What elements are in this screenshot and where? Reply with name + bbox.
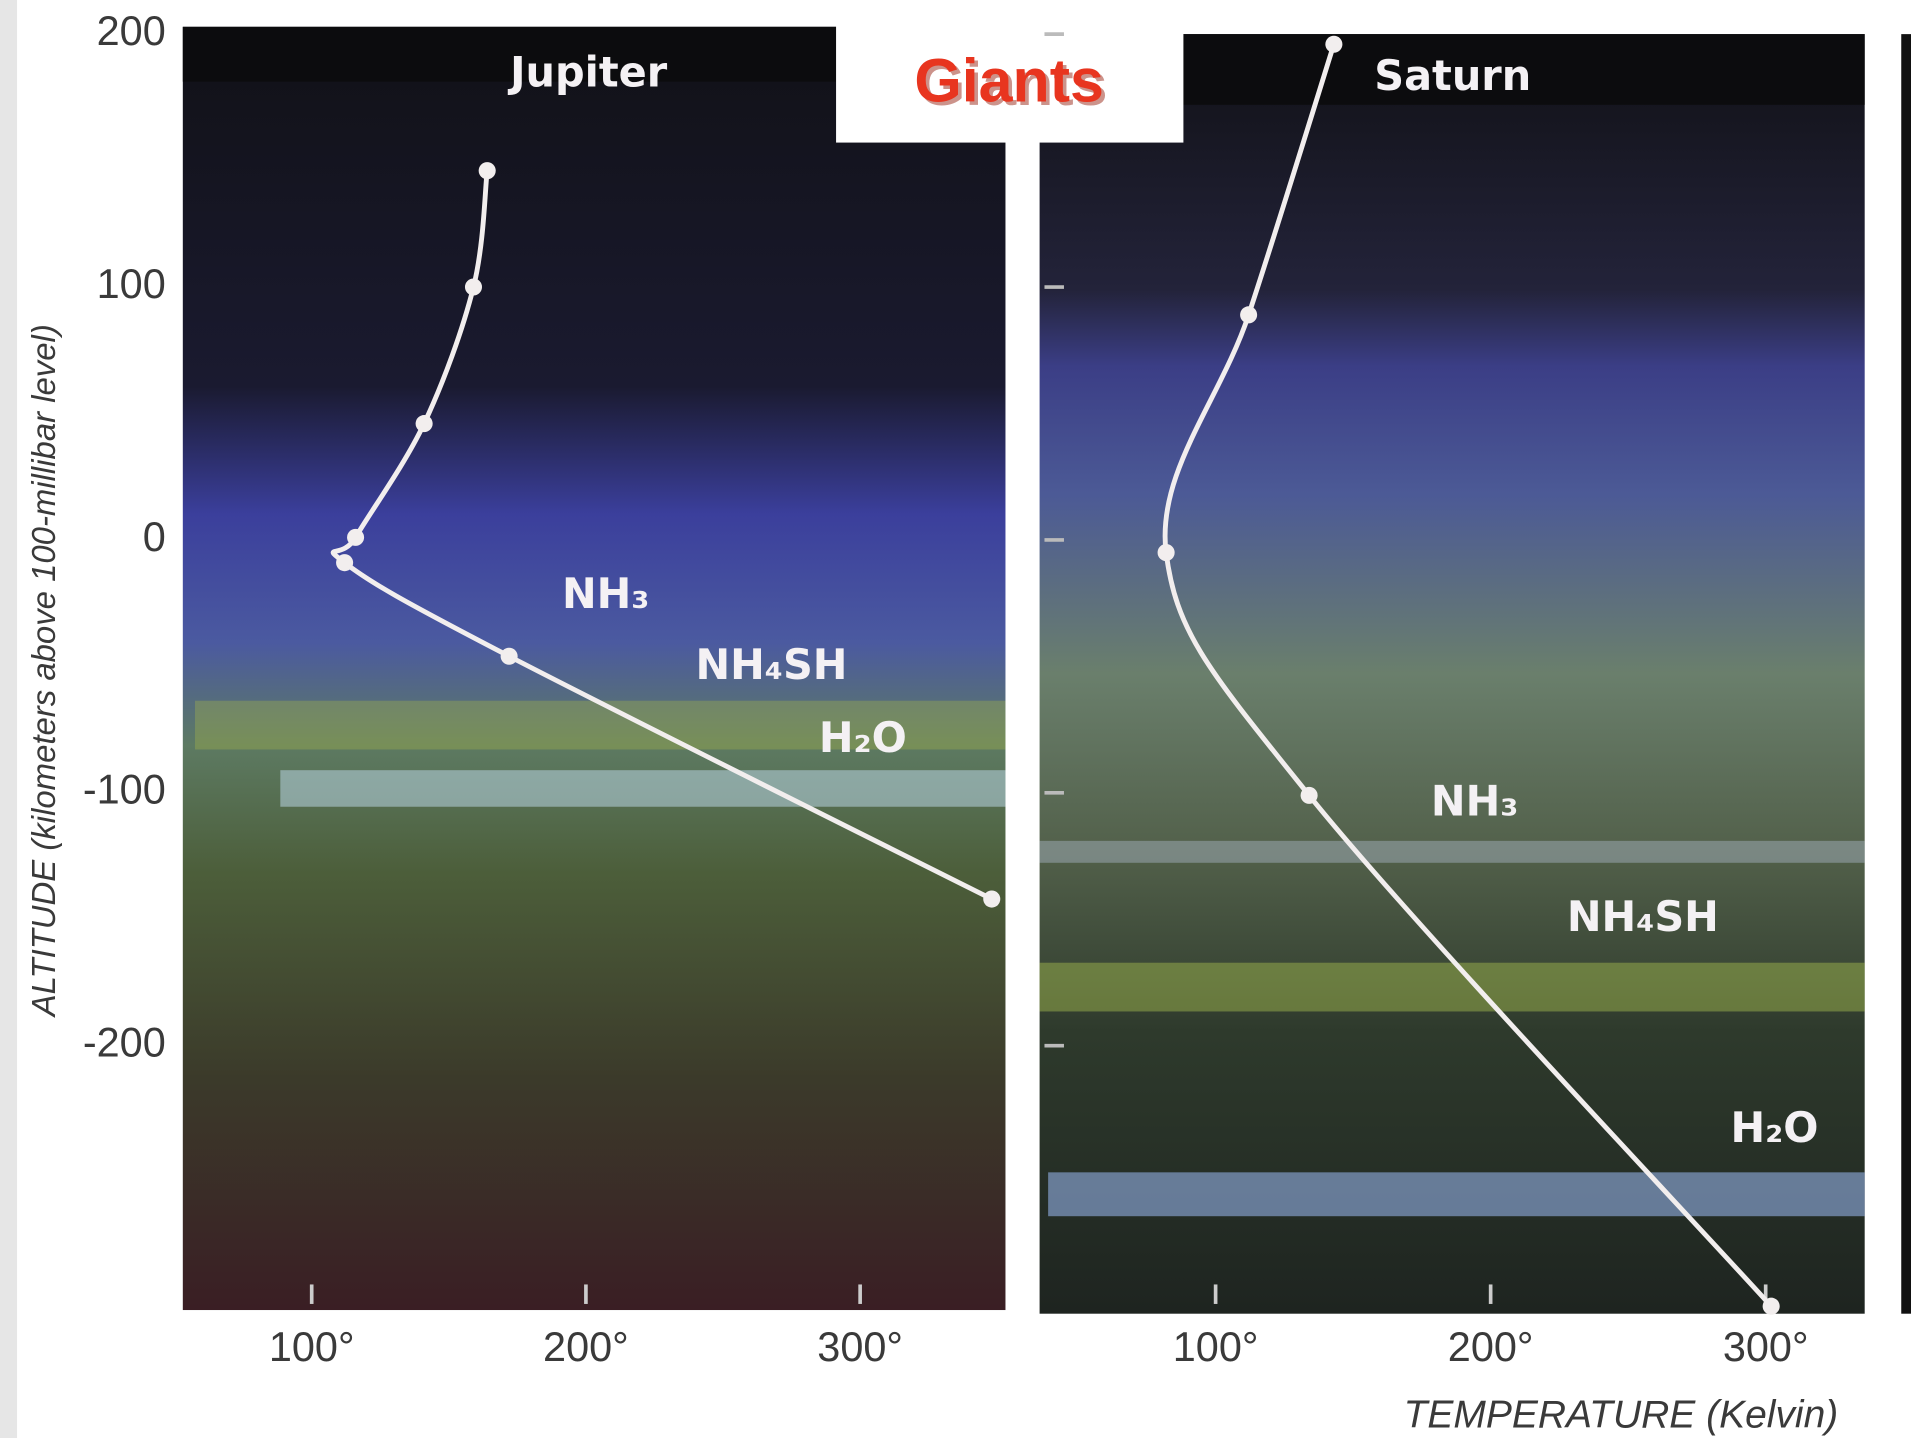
- y-tick-label: 0: [143, 513, 166, 560]
- data-point: [416, 415, 433, 432]
- next-panel-edge: [1901, 34, 1911, 1314]
- x-tick-label: 100°: [1173, 1323, 1259, 1370]
- data-point: [1325, 36, 1342, 53]
- data-point: [1158, 544, 1175, 561]
- data-point: [336, 554, 353, 571]
- cloud-label: NH₃: [1431, 777, 1518, 825]
- y-axis-label: ALTITUDE (kilometers above 100-millibar …: [25, 324, 62, 1018]
- x-tick-label: 200°: [543, 1323, 629, 1370]
- data-point: [983, 891, 1000, 908]
- y-tick-label: -100: [83, 766, 166, 813]
- x-tick-label: 300°: [1723, 1323, 1809, 1370]
- data-point: [347, 529, 364, 546]
- x-tick-label: 200°: [1448, 1323, 1534, 1370]
- data-point: [1763, 1298, 1780, 1315]
- x-tick-label: 100°: [269, 1323, 355, 1370]
- y-tick-label: -200: [83, 1019, 166, 1066]
- x-axis-label: TEMPERATURE (Kelvin): [1404, 1394, 1839, 1437]
- data-point: [1240, 306, 1257, 323]
- data-point: [1301, 787, 1318, 804]
- page-edge: [0, 0, 17, 1438]
- chart: Giants Giants ALTITUDE (kilometers above…: [0, 0, 1911, 1438]
- panel-title: Jupiter: [507, 49, 668, 97]
- y-tick-label: 100: [97, 260, 166, 307]
- x-tick-label: 300°: [817, 1323, 903, 1370]
- data-point: [479, 162, 496, 179]
- data-point: [501, 648, 518, 665]
- cloud-band: [1040, 841, 1865, 863]
- data-point: [465, 278, 482, 295]
- cloud-label: NH₄SH: [695, 641, 847, 689]
- cloud-band: [1040, 963, 1865, 1012]
- cloud-band: [280, 770, 1005, 807]
- panel-background: [183, 27, 1006, 1310]
- chart-title: Giants: [914, 46, 1104, 114]
- cloud-label: NH₃: [562, 570, 649, 618]
- cloud-label: H₂O: [819, 714, 907, 762]
- cloud-label: H₂O: [1730, 1104, 1818, 1152]
- y-tick-label: 200: [97, 7, 166, 54]
- panel-title: Saturn: [1374, 52, 1531, 100]
- cloud-band: [1048, 1172, 1865, 1216]
- cloud-label: NH₄SH: [1567, 893, 1719, 941]
